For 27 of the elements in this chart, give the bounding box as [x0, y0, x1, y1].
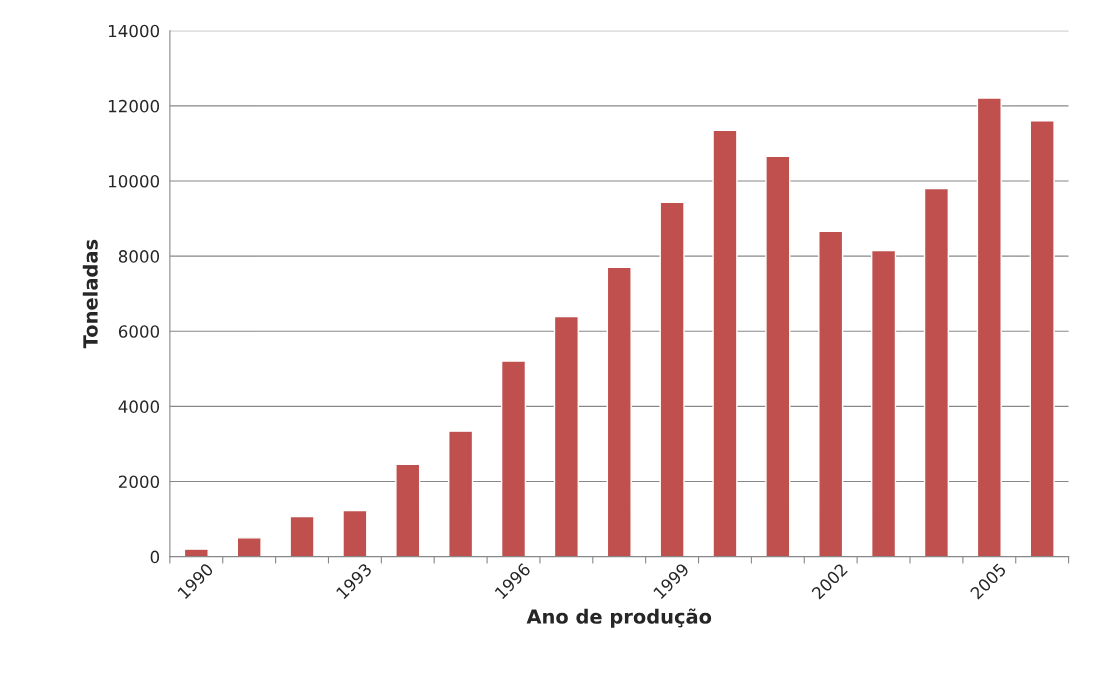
bar — [395, 463, 421, 557]
y-tick-label: 14000 — [108, 24, 160, 38]
y-tick-label: 4000 — [118, 400, 160, 413]
bar — [183, 548, 209, 557]
y-tick-label: 12000 — [108, 99, 160, 113]
y-tick-label: 10000 — [108, 174, 160, 188]
bar — [1029, 120, 1055, 557]
bar — [870, 249, 897, 557]
bar — [500, 360, 527, 557]
y-tick-label: 8000 — [118, 250, 160, 263]
bar — [712, 129, 738, 557]
bar — [553, 315, 579, 557]
bar — [448, 430, 474, 557]
y-tick-label: 2000 — [118, 475, 160, 489]
bar — [289, 515, 315, 557]
bar — [818, 230, 844, 557]
bar — [342, 509, 368, 557]
x-axis-title: Ano de produção — [526, 608, 712, 628]
bar — [659, 201, 685, 557]
bar — [606, 266, 632, 557]
y-tick-label: 0 — [150, 550, 160, 564]
bar — [765, 155, 791, 557]
bar — [976, 97, 1002, 557]
y-axis-title: Toneladas — [82, 239, 98, 349]
bar — [236, 537, 262, 557]
bar — [923, 187, 950, 557]
y-tick-label: 6000 — [118, 325, 160, 338]
